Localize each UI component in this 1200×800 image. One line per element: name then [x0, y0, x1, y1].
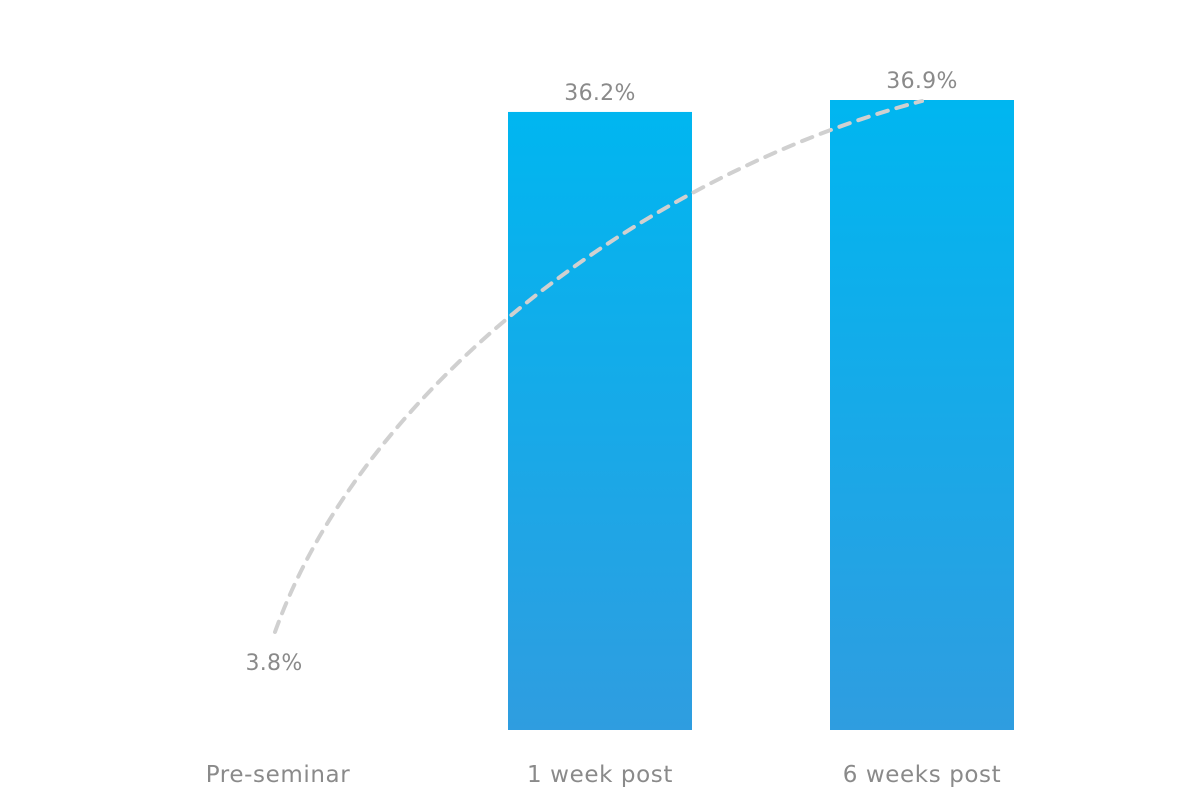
- bar-1-week-post: [508, 111, 692, 730]
- bars-layer: [508, 100, 1014, 730]
- bar-6-weeks-post: [830, 100, 1014, 730]
- value-labels-layer: 3.8% 36.2% 36.9%: [245, 69, 957, 676]
- category-label-6-weeks-post: 6 weeks post: [843, 762, 1002, 788]
- value-label-6-weeks-post: 36.9%: [886, 69, 957, 94]
- value-label-1-week-post: 36.2%: [564, 81, 635, 106]
- value-label-pre-seminar: 3.8%: [245, 651, 302, 676]
- category-label-1-week-post: 1 week post: [527, 762, 673, 788]
- trend-line: [273, 99, 924, 634]
- category-label-pre-seminar: Pre-seminar: [206, 762, 351, 788]
- category-labels-layer: Pre-seminar 1 week post 6 weeks post: [206, 762, 1002, 788]
